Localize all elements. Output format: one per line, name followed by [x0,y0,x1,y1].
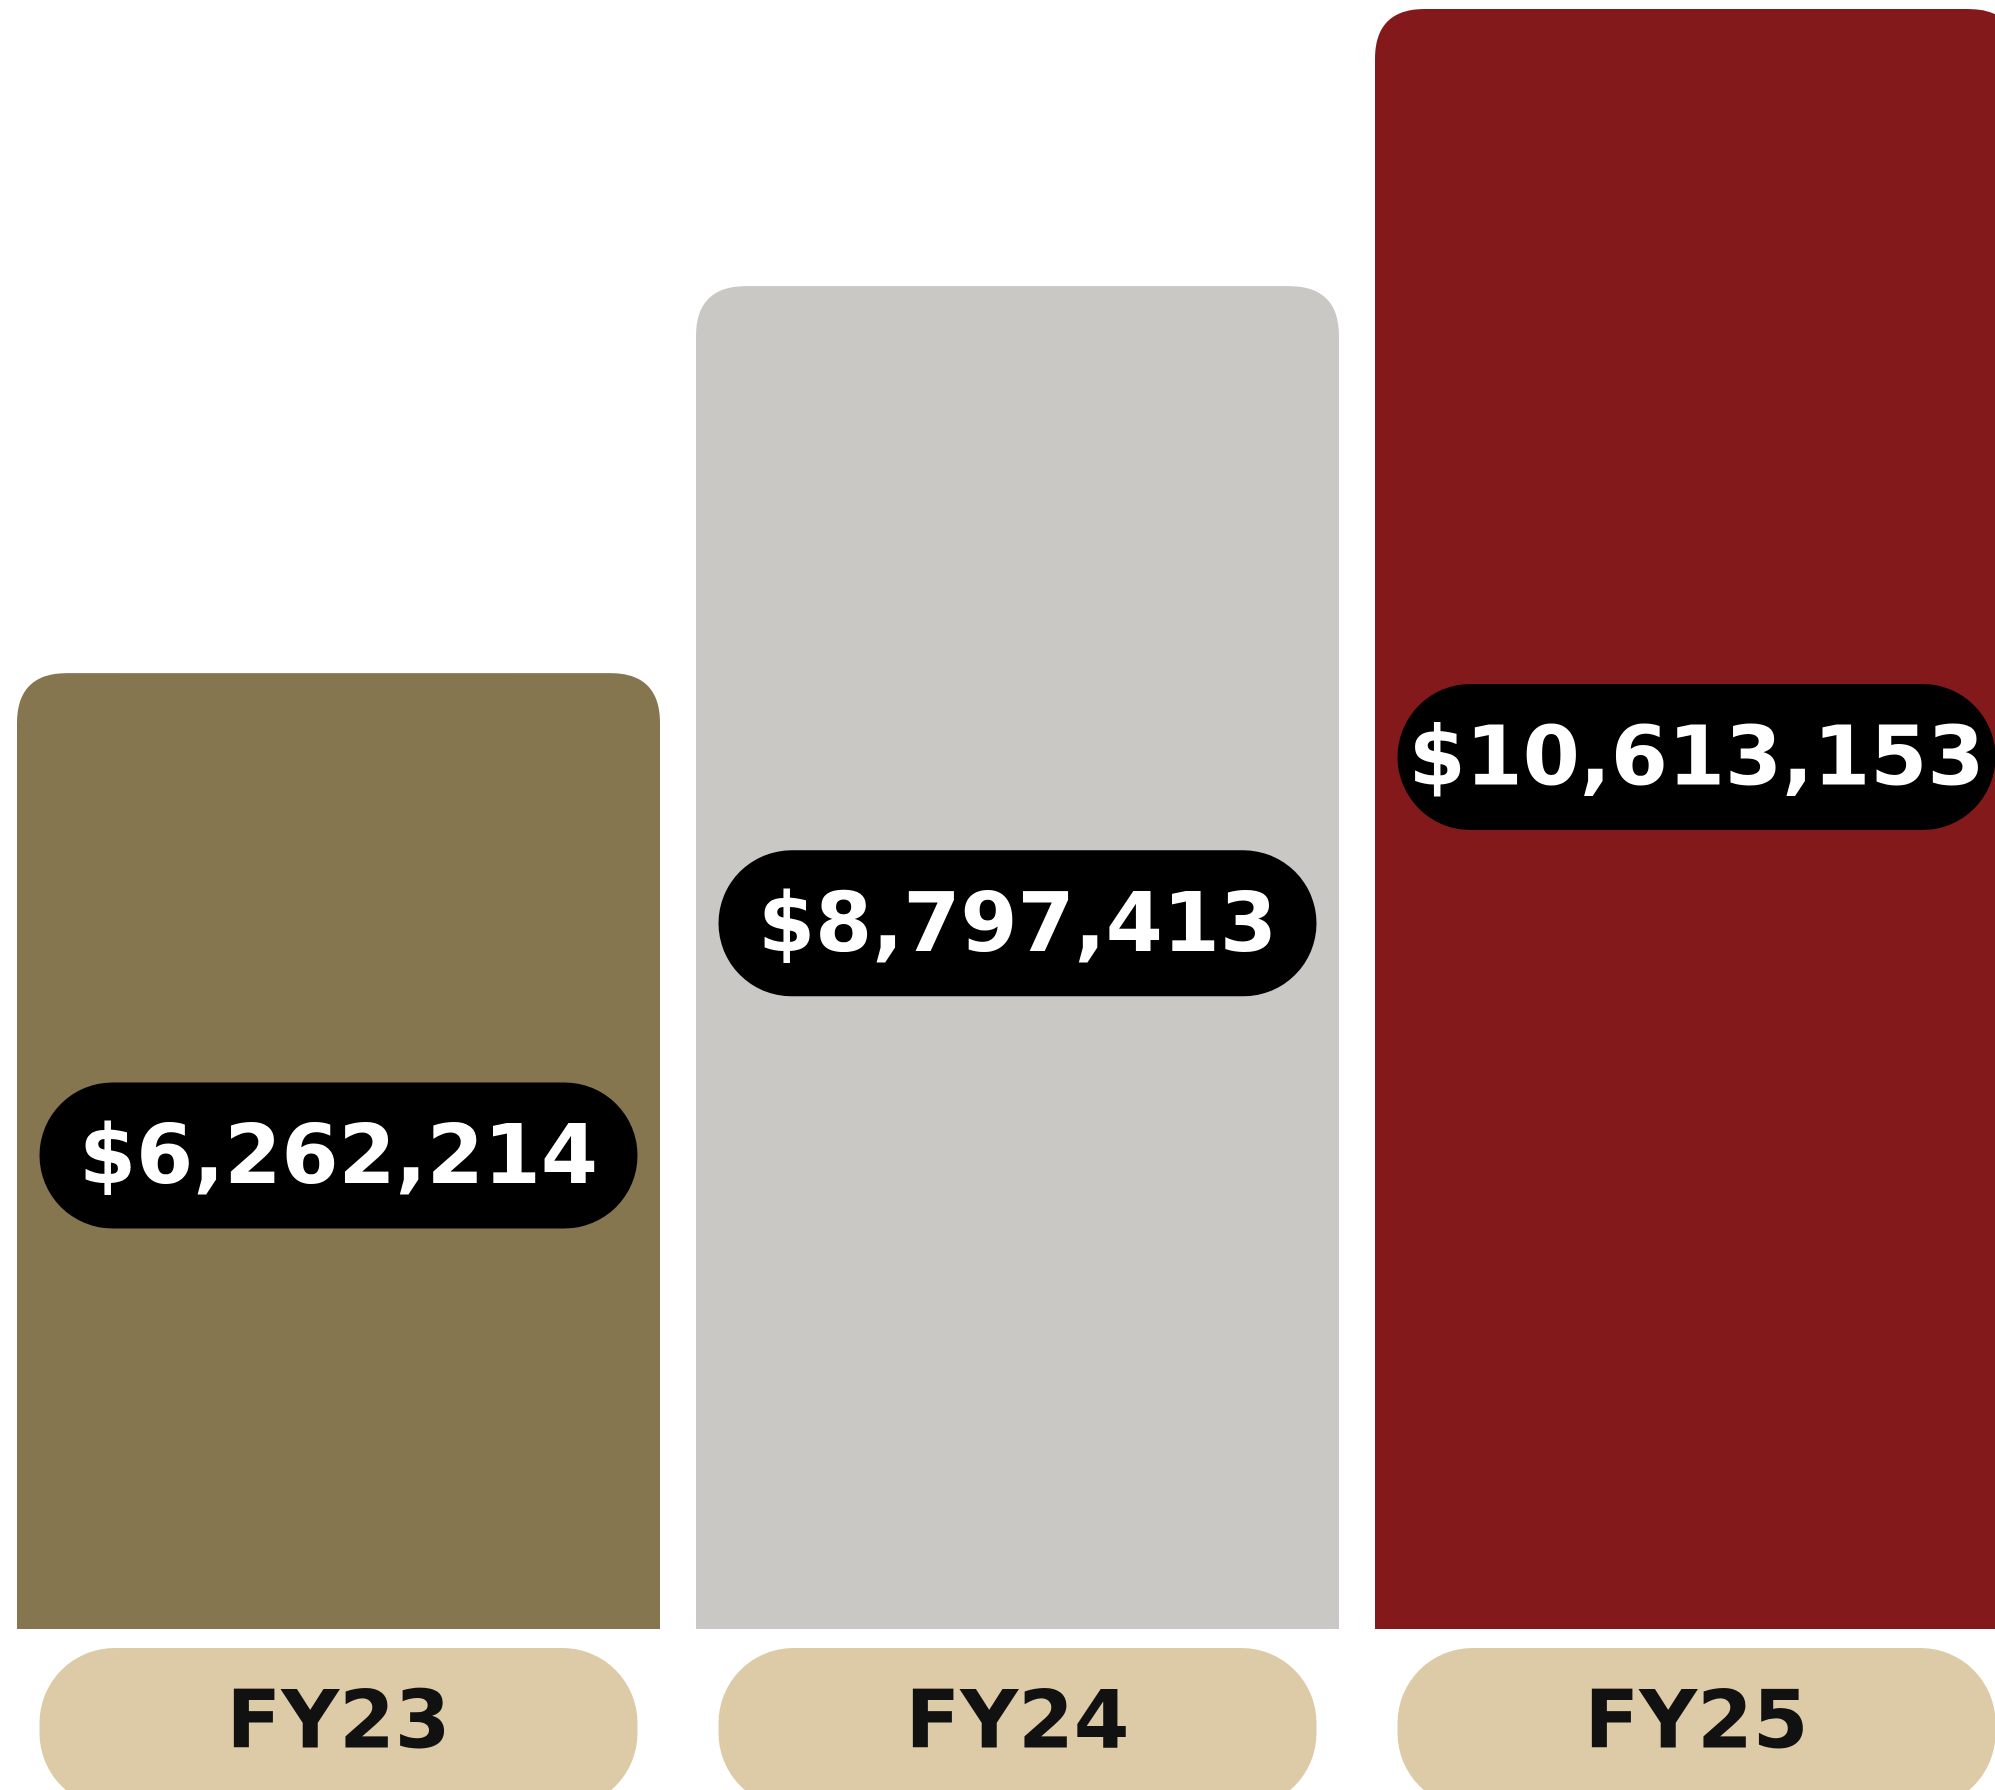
category-pill [39,1648,638,1790]
value-label: $10,613,153 [1409,710,1985,805]
category-pill [1397,1648,1995,1790]
value-label-pill [39,1082,638,1229]
category-label: FY23 [227,1674,451,1767]
value-label: $6,262,214 [79,1108,598,1203]
value-label-pill [718,850,1317,997]
value-label: $8,797,413 [758,876,1277,971]
value-label-pill [1397,684,1995,830]
category-pill [718,1648,1317,1790]
category-label: FY25 [1585,1674,1809,1767]
category-label: FY24 [906,1674,1130,1767]
